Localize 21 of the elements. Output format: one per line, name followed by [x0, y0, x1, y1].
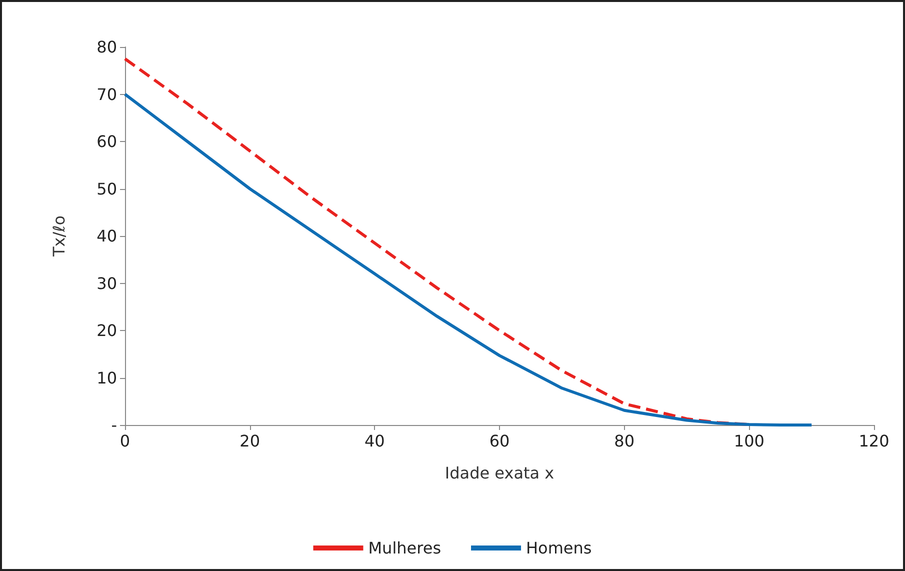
y-tick-label: 80: [96, 38, 117, 56]
y-tick-label: 50: [96, 179, 117, 198]
x-tick-label: 80: [614, 432, 635, 450]
x-axis-title: Idade exata x: [444, 464, 554, 482]
y-tick-label: -: [111, 416, 117, 434]
x-tick-label: 40: [364, 432, 385, 450]
x-tick-label: 0: [120, 432, 130, 450]
x-tick-label: 100: [734, 432, 764, 450]
y-tick-label: 70: [96, 84, 117, 104]
x-tick-label: 60: [489, 432, 510, 450]
legend-label: Mulheres: [368, 538, 442, 558]
x-tick-label: 120: [858, 432, 890, 450]
legend-label: Homens: [526, 538, 592, 558]
y-axis-title: Tx/ℓo: [50, 215, 68, 258]
y-tick-label: 60: [96, 132, 117, 151]
y-tick-label: 40: [96, 226, 117, 246]
y-tick-label: 20: [96, 321, 117, 340]
x-tick-label: 20: [240, 432, 260, 450]
line-series: [124, 92, 814, 426]
y-tick-label: 10: [96, 368, 117, 388]
y-tick-label: 30: [96, 274, 117, 293]
